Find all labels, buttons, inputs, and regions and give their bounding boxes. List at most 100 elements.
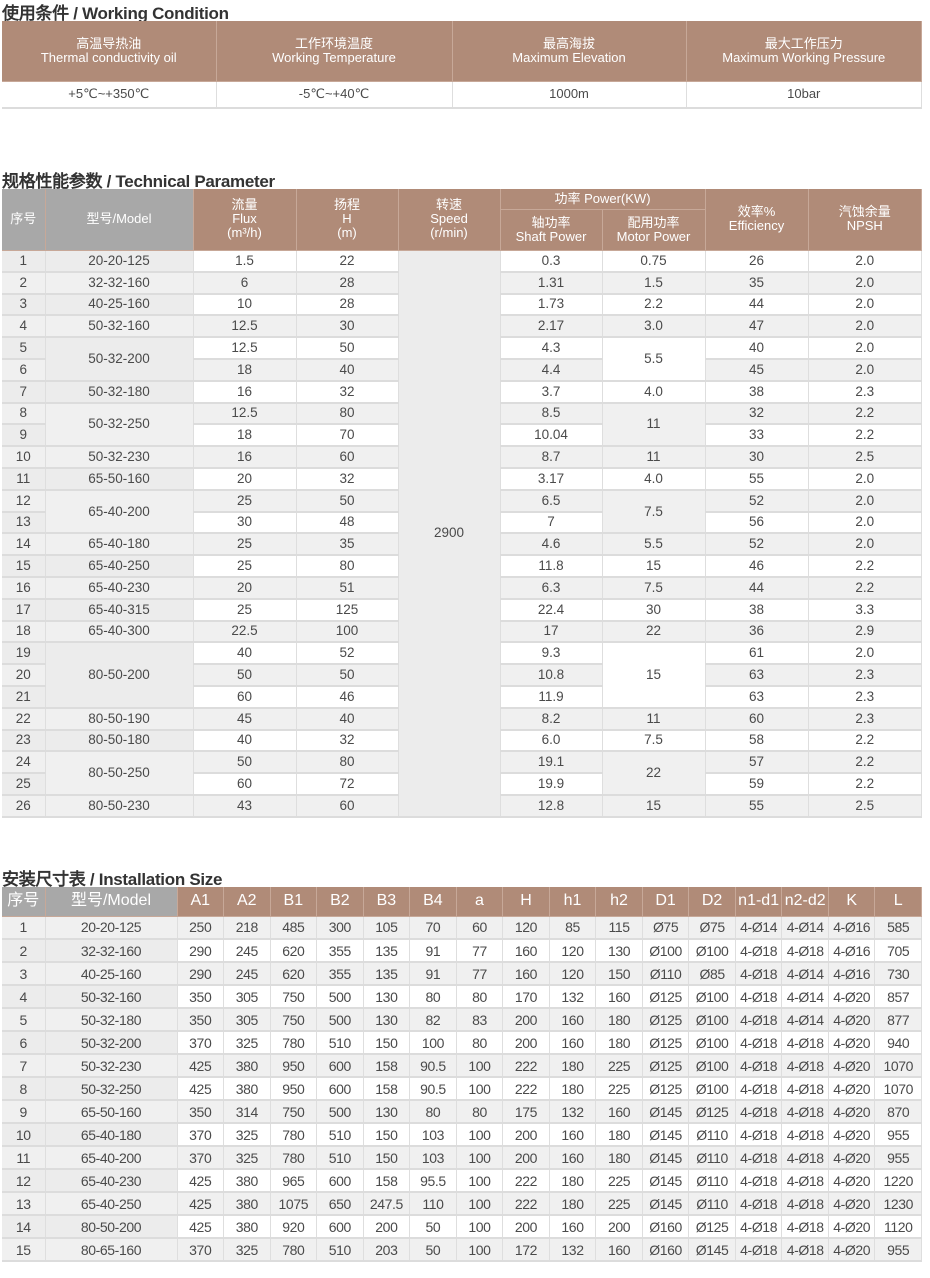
- table-row: 23 80-50-180 40 32 6.0 7.5 58 2.2: [2, 729, 922, 753]
- flux-cell: 20: [193, 576, 297, 600]
- shaft-power-cell: 7: [500, 511, 603, 535]
- header-a2: A2: [223, 887, 271, 917]
- seq-cell: 17: [2, 598, 46, 622]
- dimension-cell: 370: [177, 1146, 225, 1170]
- head-cell: 32: [296, 380, 399, 404]
- header-en: Working Temperature: [272, 49, 396, 65]
- header-b4: B4: [409, 887, 457, 917]
- dimension-cell: 877: [874, 1008, 922, 1032]
- seq-cell: 15: [2, 555, 46, 578]
- dimension-cell: 510: [316, 1031, 364, 1055]
- model-cell: 80-50-250: [45, 751, 194, 796]
- dimension-cell: 82: [409, 1008, 457, 1032]
- header-n2-d2: n2-d2: [781, 887, 829, 917]
- model-cell: 20-20-125: [45, 916, 178, 940]
- head-cell: 32: [296, 467, 399, 491]
- header-subrow: 轴功率 Shaft Power 配用功率 Motor Power: [2, 209, 922, 251]
- dimension-cell: 290: [177, 962, 225, 986]
- flux-cell: 60: [193, 773, 297, 796]
- dimension-cell: 77: [456, 939, 504, 963]
- motor-power-cell: 4.0: [602, 467, 706, 491]
- flux-cell: 25: [193, 489, 297, 513]
- flux-cell: 18: [193, 424, 297, 448]
- dimension-cell: Ø100: [688, 939, 736, 963]
- pressure-value: 10bar: [686, 81, 922, 109]
- efficiency-cell: 61: [705, 642, 809, 666]
- efficiency-cell: 55: [705, 794, 809, 818]
- dimension-cell: 4-Ø18: [735, 1123, 783, 1147]
- dimension-cell: 4-Ø18: [781, 1146, 829, 1170]
- head-cell: 80: [296, 402, 399, 426]
- seq-cell: 2: [2, 939, 46, 963]
- model-cell: 50-32-160: [45, 985, 178, 1009]
- dimension-cell: 180: [549, 1169, 597, 1193]
- installation-title: 安装尺寸表 / Installation Size: [2, 870, 223, 889]
- dimension-cell: 425: [177, 1077, 225, 1101]
- seq-cell: 15: [2, 1238, 46, 1262]
- flux-cell: 18: [193, 358, 297, 382]
- dimension-cell: 180: [595, 1146, 643, 1170]
- dimension-cell: 780: [270, 1031, 318, 1055]
- dimension-cell: 225: [595, 1054, 643, 1078]
- motor-power-cell: 0.75: [602, 250, 706, 273]
- seq-cell: 14: [2, 533, 46, 557]
- label: 流量: [231, 197, 258, 213]
- seq-cell: 9: [2, 1100, 46, 1124]
- npsh-cell: 2.0: [808, 271, 922, 295]
- dimension-cell: 4-Ø18: [735, 1031, 783, 1055]
- head-cell: 22: [296, 250, 399, 273]
- dimension-cell: Ø110: [688, 1192, 736, 1216]
- table-row: 12 65-40-230 425 380 965 600 158 95.5 100 222 180 2…: [2, 1169, 922, 1193]
- dimension-cell: 730: [874, 962, 922, 986]
- dimension-cell: 150: [363, 1146, 411, 1170]
- dimension-cell: 300: [316, 916, 364, 940]
- dimension-cell: 380: [223, 1169, 271, 1193]
- dimension-cell: 135: [363, 939, 411, 963]
- dimension-cell: 4-Ø18: [781, 1100, 829, 1124]
- dimension-cell: Ø145: [642, 1146, 690, 1170]
- dimension-cell: 160: [549, 1123, 597, 1147]
- dimension-cell: 4-Ø14: [781, 1008, 829, 1032]
- dimension-cell: 955: [874, 1238, 922, 1262]
- dimension-cell: 780: [270, 1123, 318, 1147]
- npsh-cell: 2.0: [808, 533, 922, 557]
- head-cell: 48: [296, 511, 399, 535]
- head-cell: 72: [296, 773, 399, 796]
- flux-cell: 50: [193, 751, 297, 775]
- seq-cell: 13: [2, 511, 46, 535]
- header-npsh: 汽蚀余量 NPSH: [808, 189, 922, 251]
- table-row: 25 60 72 19.9 59 2.2: [2, 773, 922, 796]
- dimension-cell: Ø110: [642, 962, 690, 986]
- table-row: 2 32-32-160 290 245 620 355 135 91 77 160 120 130 Ø1…: [2, 939, 922, 963]
- dimension-cell: 355: [316, 962, 364, 986]
- shaft-power-cell: 22.4: [500, 598, 603, 622]
- head-cell: 100: [296, 620, 399, 644]
- table-row: 6 50-32-200 370 325 780 510 150 100 80 200 160 180 Ø…: [2, 1031, 922, 1055]
- dimension-cell: 100: [456, 1169, 504, 1193]
- dimension-cell: 950: [270, 1054, 318, 1078]
- motor-power-cell: 11: [602, 402, 706, 448]
- model-cell: 50-32-200: [45, 337, 194, 382]
- header-cn: 最高海拔: [542, 35, 595, 51]
- motor-power-cell: 5.5: [602, 337, 706, 382]
- dimension-cell: 85: [549, 916, 597, 940]
- table-row: 3 40-25-160 290 245 620 355 135 91 77 160 120 150 Ø1…: [2, 962, 922, 986]
- flux-cell: 10: [193, 293, 297, 317]
- dimension-cell: Ø125: [642, 1008, 690, 1032]
- dimension-cell: 4-Ø14: [781, 985, 829, 1009]
- npsh-cell: 2.0: [808, 250, 922, 273]
- dimension-cell: 620: [270, 962, 318, 986]
- dimension-cell: 4-Ø16: [828, 962, 876, 986]
- seq-cell: 9: [2, 424, 46, 448]
- efficiency-cell: 35: [705, 271, 809, 295]
- motor-power-cell: 11: [602, 446, 706, 469]
- dimension-cell: 158: [363, 1077, 411, 1101]
- flux-cell: 6: [193, 271, 297, 295]
- model-cell: 65-40-300: [45, 620, 194, 644]
- efficiency-cell: 36: [705, 620, 809, 644]
- seq-cell: 12: [2, 1169, 46, 1193]
- seq-cell: 19: [2, 642, 46, 666]
- dimension-cell: 77: [456, 962, 504, 986]
- dimension-cell: Ø75: [642, 916, 690, 940]
- working-condition-table: 高温导热油 Thermal conductivity oil 工作环境温度 Work…: [2, 21, 922, 109]
